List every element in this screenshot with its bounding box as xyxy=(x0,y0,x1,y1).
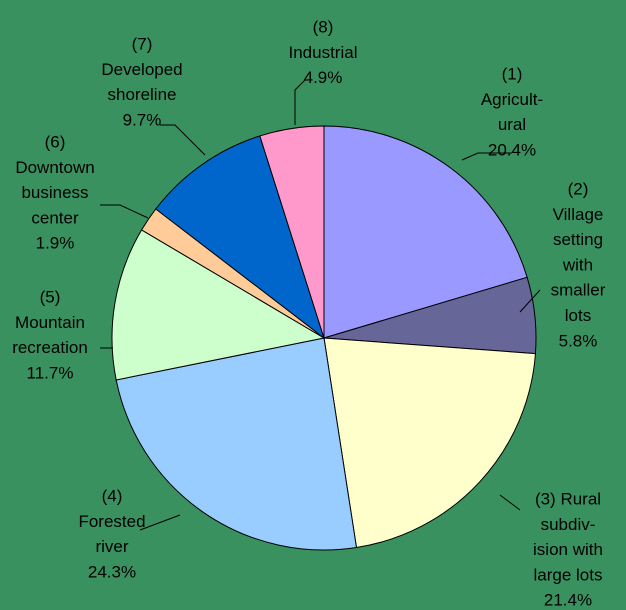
pie-slice xyxy=(259,125,325,339)
slice-label: (7) xyxy=(132,34,153,53)
slice-label: (6) xyxy=(45,132,66,151)
slice-label: Agricult- xyxy=(481,90,543,109)
pie-slice xyxy=(111,229,326,381)
leader-lines xyxy=(100,79,541,531)
leader-line xyxy=(160,124,206,156)
leader-line xyxy=(294,79,306,125)
value-label: 1.9% xyxy=(36,234,75,253)
slice-label: (3) Rural xyxy=(535,489,601,508)
leader-line xyxy=(100,204,149,219)
slice-label: setting xyxy=(553,230,603,249)
slice-label: ision with xyxy=(533,540,603,559)
slice-label: business xyxy=(21,183,88,202)
pie-slice xyxy=(155,135,325,340)
slice-label: lots xyxy=(565,306,591,325)
leader-line xyxy=(519,289,541,313)
slice-label: Developed xyxy=(101,60,182,79)
value-label: 20.4% xyxy=(488,140,536,159)
slice-label: recreation xyxy=(12,338,88,357)
pie xyxy=(111,125,537,551)
slice-label: (2) xyxy=(568,179,589,198)
slice-label: (1) xyxy=(502,64,523,83)
leader-line xyxy=(499,494,521,511)
value-label: 11.7% xyxy=(27,363,74,382)
slice-label: smaller xyxy=(551,281,606,300)
value-label: 21.4% xyxy=(544,591,592,610)
value-label: 24.3% xyxy=(88,562,136,581)
slice-label: (4) xyxy=(102,486,123,505)
pie-slice xyxy=(115,337,358,551)
slice-label: Village xyxy=(553,205,604,224)
value-label: 4.9% xyxy=(304,68,343,87)
slice-label: Forested xyxy=(78,512,145,531)
labels: (1) Agricult-ural 20.4% (2) Village setting wi… xyxy=(12,17,606,609)
slice-label: ural xyxy=(498,115,526,134)
leader-line xyxy=(461,152,512,161)
slice-label: (8) xyxy=(313,17,334,36)
slice-label: shoreline xyxy=(108,85,177,104)
slice-label: subdiv- xyxy=(541,515,596,534)
pie-slice xyxy=(323,125,528,339)
slice-label: Industrial xyxy=(289,43,358,62)
slice-label: large lots xyxy=(534,565,603,584)
slice-label: center xyxy=(31,208,79,227)
leader-line xyxy=(139,514,181,531)
pie-slice xyxy=(323,337,536,549)
slice-label: river xyxy=(95,537,128,556)
slice-label: Downtown xyxy=(15,158,94,177)
value-label: 5.8% xyxy=(559,331,598,350)
slice-label: with xyxy=(562,255,593,274)
slice-label: Mountain xyxy=(15,313,85,332)
value-label: 9.7% xyxy=(123,110,162,129)
slice-label: (5) xyxy=(40,287,61,306)
